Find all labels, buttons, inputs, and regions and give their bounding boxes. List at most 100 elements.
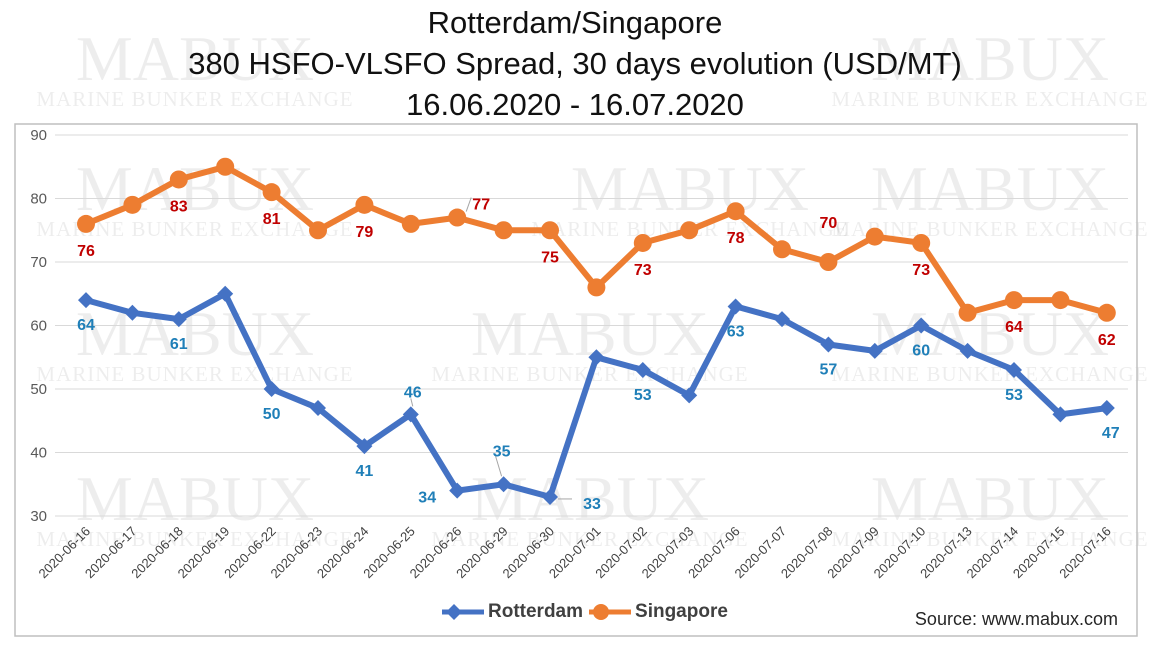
y-tick-label: 80 <box>30 191 47 208</box>
rotterdam-data-label: 53 <box>1005 387 1023 404</box>
singapore-point <box>1005 291 1023 310</box>
rotterdam-point <box>681 387 698 404</box>
singapore-data-label: 73 <box>634 262 652 279</box>
y-axis: 30 40 50 60 70 80 90 <box>30 127 47 525</box>
singapore-point <box>216 157 235 176</box>
rotterdam-point <box>1006 361 1022 378</box>
singapore-data-label: 79 <box>356 224 374 241</box>
singapore-data-label: 75 <box>541 249 559 266</box>
rotterdam-data-label: 63 <box>727 323 745 340</box>
rotterdam-point <box>774 311 790 328</box>
rotterdam-point <box>356 438 373 455</box>
rotterdam-point <box>913 317 930 334</box>
watermark-brand: MABUX <box>76 23 314 94</box>
singapore-point <box>1097 303 1116 322</box>
watermark-tagline: MARINE BUNKER EXCHANGE <box>831 362 1148 386</box>
singapore-point <box>680 221 699 240</box>
rotterdam-point <box>170 311 187 328</box>
watermark-brand: MABUX <box>871 23 1109 94</box>
singapore-data-label: 78 <box>727 230 745 247</box>
rotterdam-point <box>634 361 651 378</box>
singapore-point <box>819 253 838 271</box>
singapore-point <box>494 221 513 240</box>
label-leader-line <box>465 197 472 212</box>
rotterdam-point <box>1098 400 1115 417</box>
y-tick-label: 70 <box>30 254 47 271</box>
gridlines <box>55 134 1128 517</box>
rotterdam-data-label: 60 <box>912 343 930 360</box>
singapore-point <box>958 303 977 322</box>
rotterdam-data-label: 46 <box>404 384 422 401</box>
singapore-point <box>587 278 606 297</box>
y-tick-label: 40 <box>30 445 47 462</box>
rotterdam-data-label: 41 <box>356 463 374 480</box>
rotterdam-point <box>820 336 837 353</box>
rotterdam-point <box>1052 406 1069 423</box>
legend: Rotterdam Singapore <box>440 600 728 624</box>
plot-area-frame <box>14 123 1138 637</box>
rotterdam-point <box>866 342 883 359</box>
legend-rotterdam-label: Rotterdam <box>488 601 584 622</box>
rotterdam-data-label: 47 <box>1102 425 1120 442</box>
rotterdam-data-label: 57 <box>820 362 838 379</box>
rotterdam-point <box>310 400 326 417</box>
watermark-tagline: MARINE BUNKER EXCHANGE <box>36 362 353 386</box>
watermark-tagline: MARINE BUNKER EXCHANGE <box>36 87 353 111</box>
rotterdam-data-label: 53 <box>634 387 652 404</box>
singapore-point <box>541 221 559 240</box>
singapore-data-label: 70 <box>820 215 838 232</box>
rotterdam-point <box>263 381 280 397</box>
title-line-3: 16.06.2020 - 16.07.2020 <box>406 87 744 122</box>
rotterdam-point <box>402 406 419 423</box>
source-note: Source: www.mabux.com <box>914 609 1118 629</box>
singapore-point <box>633 233 652 252</box>
rotterdam-point <box>727 298 744 315</box>
singapore-data-label: 73 <box>912 262 930 279</box>
rotterdam-data-label: 34 <box>418 490 436 507</box>
legend-item-singapore: Singapore <box>587 601 728 623</box>
watermark-brand: MABUX <box>471 463 709 534</box>
rotterdam-point <box>588 349 605 366</box>
singapore-point <box>865 227 884 246</box>
singapore-data-label: 62 <box>1098 332 1116 349</box>
y-tick-label: 30 <box>30 508 47 525</box>
watermark-brand: MABUX <box>871 153 1109 224</box>
watermark-tagline: MARINE BUNKER EXCHANGE <box>431 527 748 551</box>
singapore-point <box>77 214 95 233</box>
watermark-tagline: MARINE BUNKER EXCHANGE <box>831 527 1148 551</box>
watermark-tagline: MARINE BUNKER EXCHANGE <box>36 527 353 551</box>
singapore-point <box>355 195 374 214</box>
title-line-1: Rotterdam/Singapore <box>427 5 723 40</box>
singapore-point <box>401 214 420 233</box>
singapore-point <box>912 233 931 252</box>
singapore-point <box>262 183 281 202</box>
label-leader-line <box>410 398 414 407</box>
rotterdam-point <box>217 285 234 302</box>
singapore-point <box>773 240 791 259</box>
y-tick-label: 50 <box>30 381 47 398</box>
rotterdam-data-label: 61 <box>170 336 188 353</box>
singapore-data-label: 83 <box>170 198 188 215</box>
singapore-data-label: 76 <box>77 243 95 260</box>
rotterdam-point <box>959 342 976 359</box>
watermark-tagline: MARINE BUNKER EXCHANGE <box>831 87 1148 111</box>
singapore-data-label: 81 <box>263 211 281 228</box>
singapore-point <box>169 170 188 189</box>
watermark-brand: MABUX <box>571 153 809 224</box>
watermark-brand: MABUX <box>76 463 314 534</box>
rotterdam-point <box>542 488 558 505</box>
rotterdam-point <box>449 482 466 499</box>
title-line-2: 380 HSFO-VLSFO Spread, 30 days evolution… <box>188 46 962 81</box>
data-labels: 64 61 50 41 46 34 35 33 53 63 57 60 53 47 76 83 81 79 77 75… <box>77 197 1120 513</box>
singapore-point <box>309 221 327 240</box>
y-tick-label: 90 <box>30 127 47 144</box>
legend-singapore-marker-icon <box>589 604 632 620</box>
rotterdam-point <box>124 304 141 321</box>
y-tick-label: 60 <box>30 318 47 335</box>
rotterdam-data-label: 50 <box>263 406 281 423</box>
chart-title: Rotterdam/Singapore 380 HSFO-VLSFO Sprea… <box>0 2 1150 125</box>
singapore-point <box>726 202 745 221</box>
rotterdam-data-label: 64 <box>77 317 95 334</box>
singapore-data-label: 77 <box>472 197 490 214</box>
